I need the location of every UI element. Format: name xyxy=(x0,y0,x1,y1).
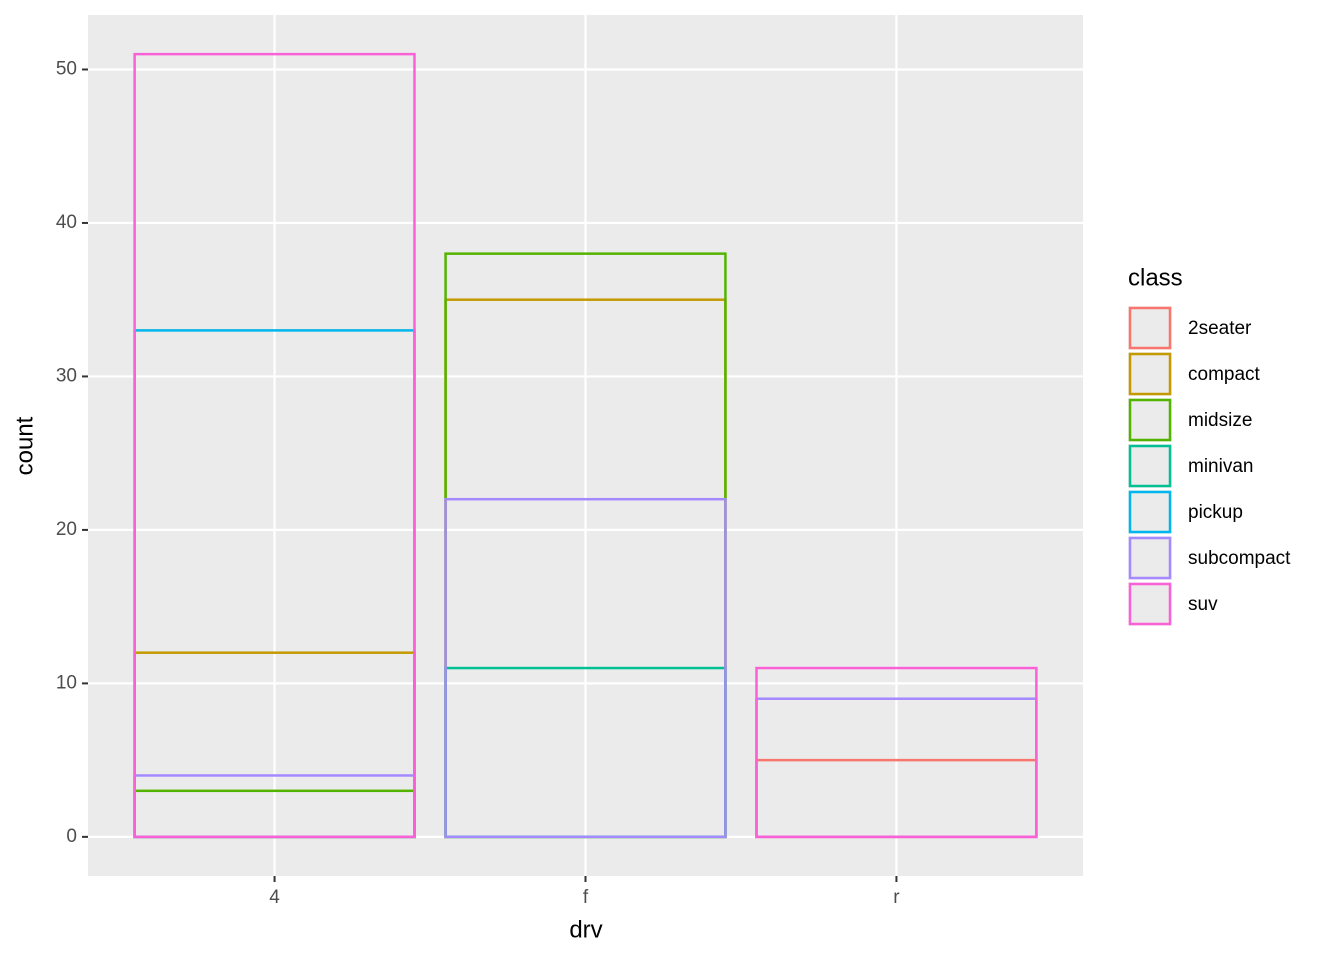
x-tick-label: 4 xyxy=(269,887,280,908)
legend-key xyxy=(1128,398,1172,442)
legend-key xyxy=(1128,536,1172,580)
legend-label: subcompact xyxy=(1188,548,1291,569)
legend-label: midsize xyxy=(1188,410,1252,431)
legend-key xyxy=(1128,444,1172,488)
legend-label: 2seater xyxy=(1188,318,1252,339)
legend-key xyxy=(1128,306,1172,350)
bar xyxy=(755,666,1038,839)
legend-key xyxy=(1128,490,1172,534)
x-tick-label: r xyxy=(893,887,900,908)
y-tick-label: 30 xyxy=(56,365,77,386)
legend-key xyxy=(1128,352,1172,396)
y-axis-title: count xyxy=(11,416,38,475)
y-tick-label: 10 xyxy=(56,672,77,693)
y-tick-label: 50 xyxy=(56,58,77,79)
legend-label: minivan xyxy=(1188,456,1253,477)
bar xyxy=(133,52,416,839)
legend-title: class xyxy=(1128,264,1183,291)
legend-label: compact xyxy=(1188,364,1261,385)
legend-label: pickup xyxy=(1188,502,1243,523)
x-axis-title: drv xyxy=(569,916,602,943)
y-tick-label: 20 xyxy=(56,519,77,540)
y-tick-label: 0 xyxy=(66,826,77,847)
bar xyxy=(444,497,727,839)
y-tick-label: 40 xyxy=(56,212,77,233)
legend-label: suv xyxy=(1188,594,1218,615)
x-tick-label: f xyxy=(583,887,589,908)
legend-key xyxy=(1128,582,1172,626)
